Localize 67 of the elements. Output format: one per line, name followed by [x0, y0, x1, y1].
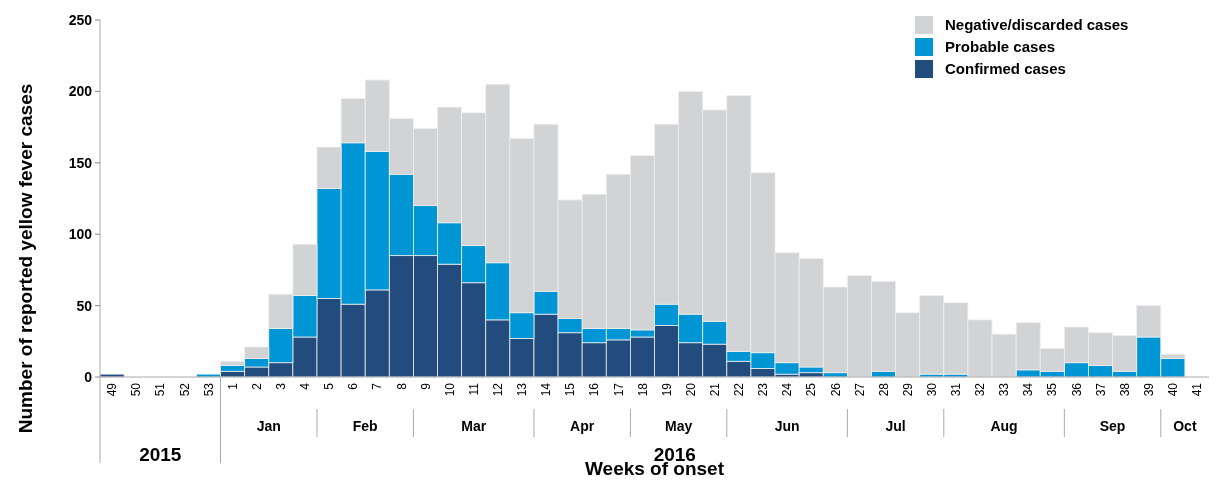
x-tick-label: 21: [707, 382, 722, 397]
x-tick-label: 26: [828, 382, 843, 397]
x-tick-label: 2: [249, 382, 264, 390]
x-tick-label: 38: [1117, 382, 1132, 397]
x-tick-label: 49: [105, 382, 120, 397]
x-tick-label: 37: [1093, 382, 1108, 397]
x-tick-label: 12: [490, 382, 505, 397]
text: Sep: [1099, 418, 1126, 434]
x-tick-label: 28: [876, 382, 891, 397]
legend-label: Probable cases: [945, 38, 1056, 56]
x-tick-label: 18: [635, 382, 650, 397]
x-tick-label: 10: [442, 382, 457, 397]
text: Oct: [1173, 418, 1197, 434]
x-tick-label: 36: [1069, 382, 1084, 397]
y-tick-label: 150: [68, 154, 93, 171]
x-tick-label: 6: [346, 382, 361, 390]
x-tick-label: 52: [177, 382, 192, 397]
y-tick-label: 100: [68, 226, 93, 243]
x-tick-label: 17: [611, 382, 626, 397]
legend-label: Confirmed cases: [945, 60, 1066, 78]
x-tick-label: 32: [973, 382, 988, 397]
text: Jul: [885, 418, 906, 434]
x-tick-label: 27: [852, 382, 867, 397]
x-tick-label: 14: [539, 382, 554, 397]
x-tick-label: 29: [900, 382, 915, 397]
x-tick-label: 53: [201, 382, 216, 397]
x-tick-label: 24: [780, 382, 795, 397]
x-tick-label: 22: [732, 382, 747, 397]
x-tick-label: 23: [756, 382, 771, 397]
x-tick-label: 41: [1190, 382, 1205, 397]
x-tick-label: 50: [129, 382, 144, 397]
x-tick-label: 34: [1021, 382, 1036, 397]
x-tick-label: 11: [466, 382, 481, 396]
x-tick-label: 15: [563, 382, 578, 397]
x-tick-label: 16: [587, 382, 602, 397]
x-tick-label: 9: [418, 382, 433, 390]
text: 2015: [139, 444, 182, 465]
x-tick-label: 5: [322, 382, 337, 390]
x-tick-label: 31: [949, 382, 964, 397]
x-tick-label: 3: [274, 382, 289, 390]
x-tick-label: 20: [683, 382, 698, 397]
x-tick-label: 7: [370, 382, 385, 390]
x-tick-label: 39: [1141, 382, 1156, 397]
y-axis-title: Number of reported yellow fever cases: [15, 83, 36, 434]
text: Mar: [461, 418, 487, 434]
x-tick-label: 13: [515, 382, 530, 397]
x-tick-label: 19: [659, 382, 674, 397]
text: Feb: [352, 418, 378, 434]
text: Jan: [256, 418, 281, 434]
text: Aug: [990, 418, 1018, 434]
y-tick-label: 0: [84, 368, 93, 385]
x-tick-label: 51: [153, 382, 168, 397]
text: Jun: [774, 418, 800, 434]
y-tick-label: 200: [68, 83, 93, 100]
x-tick-label: 4: [298, 382, 313, 390]
x-tick-label: 8: [394, 382, 409, 390]
text: May: [664, 418, 693, 434]
y-tick-label: 50: [76, 297, 93, 314]
text: Apr: [570, 418, 595, 434]
x-tick-label: 30: [924, 382, 939, 397]
x-tick-label: 25: [804, 382, 819, 397]
x-tick-label: 40: [1166, 382, 1181, 397]
y-tick-label: 250: [68, 11, 93, 28]
x-tick-label: 1: [225, 382, 240, 390]
legend-label: Negative/discarded cases: [945, 16, 1129, 34]
x-tick-label: 35: [1045, 382, 1060, 397]
x-tick-label: 33: [997, 382, 1012, 397]
